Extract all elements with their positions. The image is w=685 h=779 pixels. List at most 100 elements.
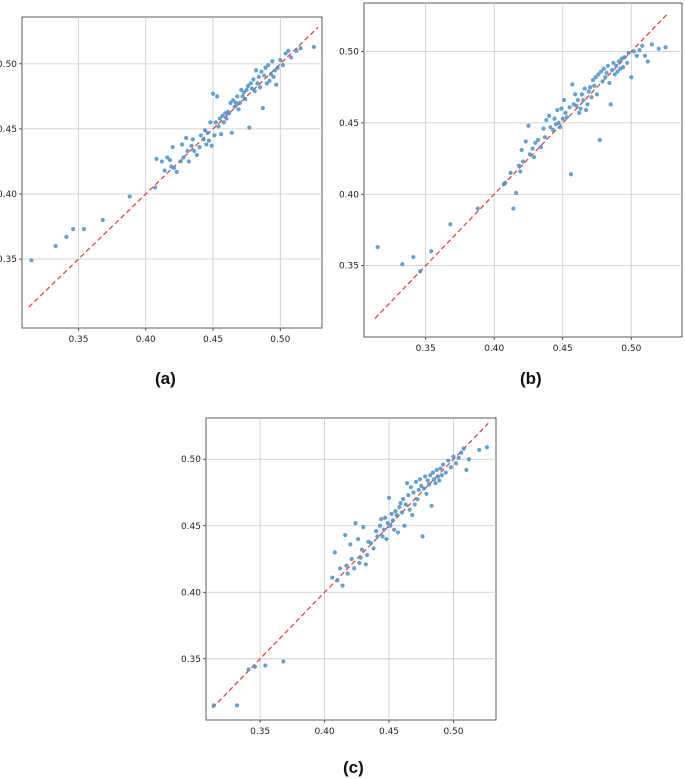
data-point <box>548 125 553 130</box>
y-tick-label: 0.45 <box>339 119 359 129</box>
data-point <box>348 542 353 547</box>
data-point <box>288 55 294 60</box>
data-point <box>608 102 613 107</box>
data-point <box>263 65 268 70</box>
y-tick-label: 0.35 <box>181 655 201 665</box>
data-point <box>514 190 519 195</box>
x-tick-label: 0.40 <box>136 335 156 345</box>
data-point <box>241 90 247 95</box>
x-tick-label: 0.50 <box>270 335 290 345</box>
data-point <box>240 94 245 99</box>
data-point <box>441 462 446 467</box>
y-tick-label: 0.40 <box>339 190 359 200</box>
data-point <box>335 578 340 583</box>
data-point <box>453 461 459 466</box>
data-point <box>375 244 380 250</box>
data-point <box>201 137 206 142</box>
data-point <box>538 145 543 150</box>
data-point <box>398 501 403 506</box>
data-point <box>194 152 199 158</box>
data-point <box>407 507 412 512</box>
data-point <box>202 128 208 133</box>
data-point <box>416 487 421 492</box>
data-point <box>645 59 650 64</box>
data-point <box>270 59 275 64</box>
data-point <box>620 65 626 70</box>
data-point <box>433 481 438 486</box>
data-point <box>361 524 366 530</box>
data-point <box>609 67 615 73</box>
data-point <box>649 42 654 47</box>
data-point <box>590 77 596 83</box>
y-tick-label: 0.35 <box>0 255 17 265</box>
data-point <box>418 269 423 274</box>
data-point <box>189 143 194 148</box>
data-point <box>421 486 426 491</box>
data-point <box>567 105 572 110</box>
data-point <box>198 133 204 138</box>
data-point <box>415 497 420 502</box>
x-tick-label: 0.40 <box>315 727 335 737</box>
data-point <box>551 127 556 133</box>
data-point <box>531 155 537 160</box>
data-point <box>197 145 202 150</box>
x-tick-label: 0.40 <box>484 344 504 354</box>
data-point <box>212 133 217 138</box>
data-point <box>353 521 358 526</box>
plot-area-frame <box>363 2 683 338</box>
data-point <box>594 92 600 97</box>
data-point <box>359 547 365 552</box>
data-point <box>603 75 608 80</box>
data-point <box>604 70 609 76</box>
data-point <box>385 521 390 526</box>
data-point <box>224 116 229 121</box>
data-point <box>434 467 439 472</box>
data-point <box>413 479 419 484</box>
data-point <box>560 116 565 121</box>
data-point <box>401 497 406 502</box>
data-point <box>53 243 58 249</box>
data-point <box>380 534 385 539</box>
data-point <box>607 80 612 86</box>
data-point <box>459 450 464 455</box>
data-point <box>268 72 273 77</box>
data-point <box>206 138 212 143</box>
data-point <box>249 86 255 91</box>
data-point <box>570 82 575 87</box>
data-point <box>404 481 410 486</box>
data-point <box>629 75 634 80</box>
data-point <box>247 125 252 130</box>
data-point <box>446 458 451 463</box>
data-point <box>622 55 627 60</box>
data-point <box>236 107 241 112</box>
data-point <box>256 74 261 79</box>
data-point <box>399 510 405 515</box>
y-tick-label: 0.45 <box>181 522 201 532</box>
data-point <box>368 540 374 546</box>
data-point <box>185 148 190 154</box>
data-point <box>219 132 224 137</box>
data-point <box>616 59 622 64</box>
x-tick-label: 0.45 <box>553 344 573 354</box>
data-point <box>259 69 264 74</box>
data-point <box>402 523 407 528</box>
data-point <box>614 63 619 68</box>
data-point <box>432 477 437 482</box>
data-point <box>642 53 648 58</box>
data-point <box>437 478 442 483</box>
y-tick-label: 0.50 <box>339 48 359 58</box>
data-point <box>589 95 594 100</box>
data-point <box>262 73 267 78</box>
data-point <box>286 48 291 53</box>
data-point <box>280 63 286 68</box>
y-tick-label: 0.35 <box>339 262 359 272</box>
data-point <box>557 125 563 130</box>
data-point <box>581 97 586 103</box>
data-point <box>464 467 469 472</box>
data-point <box>430 470 435 475</box>
data-point <box>311 44 317 50</box>
data-point <box>394 513 399 518</box>
panel-caption-a: (a) <box>155 369 176 388</box>
panel-caption-c: (c) <box>343 758 364 777</box>
